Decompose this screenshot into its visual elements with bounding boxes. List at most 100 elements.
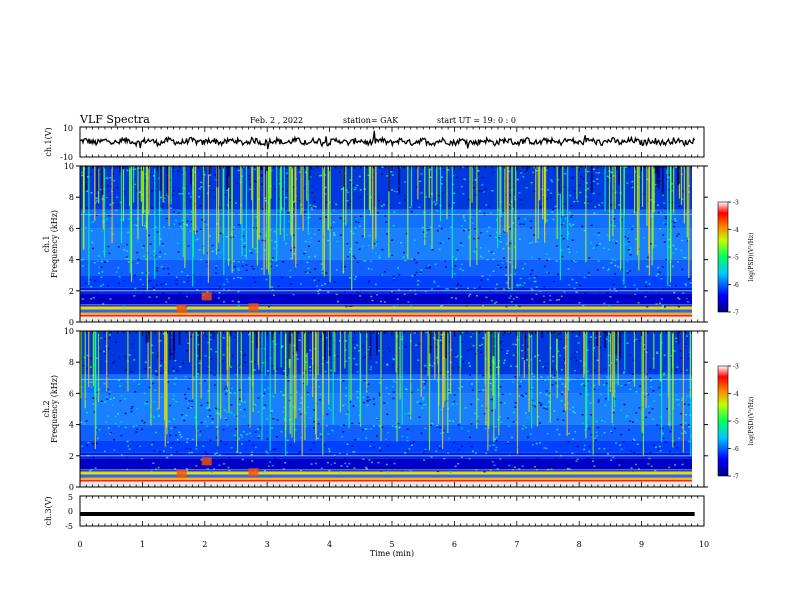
spec-noise	[359, 295, 362, 297]
spec-noise	[356, 371, 359, 373]
spec-noise	[381, 248, 384, 251]
spec-sferic	[363, 166, 366, 238]
spec-noise	[292, 353, 295, 355]
spec-noise	[659, 427, 662, 430]
spec-noise	[668, 201, 670, 203]
spec-noise	[335, 269, 338, 271]
spec-noise	[691, 282, 692, 285]
spec-noise	[537, 415, 540, 418]
spec-noise	[371, 461, 374, 464]
spec-noise	[678, 398, 680, 401]
spec-noise	[576, 200, 579, 203]
spec-band-5	[80, 293, 692, 307]
spec-noise	[583, 448, 586, 451]
spec-noise	[638, 466, 640, 469]
spec-sferic	[375, 166, 377, 239]
spec-noise	[309, 417, 312, 419]
spec-band-11	[80, 166, 692, 210]
spec-noise	[292, 406, 295, 408]
spec-noise	[407, 301, 410, 303]
spec-noise	[468, 237, 471, 240]
spec-noise	[313, 409, 316, 411]
spec-noise	[359, 196, 362, 199]
spec-noise	[474, 179, 477, 181]
spec-noise	[303, 252, 306, 255]
spec-noise	[480, 279, 483, 281]
spec-dark	[369, 331, 372, 357]
spec-noise	[605, 346, 607, 348]
spec-sferic	[624, 331, 626, 370]
spec-noise	[385, 463, 388, 466]
spec-noise	[100, 337, 103, 339]
spec-noise	[369, 368, 372, 371]
spec-noise	[341, 435, 344, 438]
spec-noise	[353, 467, 356, 469]
spec-noise	[494, 438, 496, 441]
spec-noise	[299, 413, 302, 416]
spec-noise	[438, 225, 441, 227]
spec-noise	[251, 265, 254, 268]
spec-noise	[595, 439, 597, 441]
spec-noise	[386, 175, 389, 177]
spec-noise	[348, 462, 351, 465]
spec-noise	[448, 331, 451, 333]
spec-noise	[471, 383, 473, 385]
spec-noise	[280, 391, 283, 393]
spec-sferic	[164, 331, 166, 421]
spec-noise	[562, 222, 565, 225]
spec-noise	[499, 401, 502, 404]
spec-noise	[634, 293, 637, 296]
spec-noise	[629, 254, 632, 256]
spec-noise	[183, 419, 186, 422]
spec-noise	[310, 207, 313, 209]
spec-dark	[260, 166, 263, 170]
spec-noise	[495, 446, 498, 449]
spec-noise	[419, 402, 422, 405]
spec-noise	[351, 445, 354, 447]
spec-noise	[213, 374, 216, 376]
spec-noise	[488, 366, 491, 369]
spec-noise	[310, 237, 313, 239]
spec-sferic	[158, 331, 160, 410]
spec-noise	[483, 212, 486, 215]
colorbar-tick-label: -7	[733, 310, 739, 317]
spec-noise	[524, 395, 527, 397]
spec-noise	[160, 266, 163, 268]
spec-sferic	[420, 331, 422, 397]
spec-noise	[546, 376, 549, 378]
spec-noise	[136, 190, 139, 192]
spec-noise	[555, 382, 558, 384]
spec-noise	[257, 437, 260, 439]
spec-noise	[104, 261, 107, 263]
ch1-ytick-top: 10	[63, 124, 73, 133]
spec-noise	[282, 188, 285, 190]
spec-noise	[148, 366, 151, 369]
spec-noise	[662, 288, 665, 290]
spec-noise	[253, 180, 256, 183]
spec-noise	[86, 190, 89, 192]
spec-noise	[441, 192, 444, 194]
spec-noise	[627, 381, 630, 383]
spec-noise	[269, 461, 272, 463]
spec-sferic	[516, 331, 519, 454]
spec-sferic	[653, 331, 655, 369]
spec-noise	[685, 284, 688, 287]
spec-noise	[683, 256, 685, 259]
spec-noise	[302, 372, 304, 374]
spec-noise	[496, 468, 499, 470]
spec-dark	[541, 331, 544, 339]
spec-sferic	[682, 331, 684, 453]
spec-noise	[363, 379, 366, 382]
spec-noise	[113, 167, 116, 169]
spec-noise	[378, 382, 381, 384]
spec-noise	[638, 340, 641, 342]
spec-noise	[199, 430, 202, 432]
spec-noise	[371, 299, 374, 302]
spec-noise	[344, 265, 347, 268]
spec-band-0	[80, 481, 692, 487]
spec-sferic	[148, 166, 150, 214]
spec-sferic	[193, 166, 195, 231]
spec-noise	[462, 360, 464, 363]
spec-noise	[535, 286, 538, 288]
spec-noise	[172, 211, 175, 213]
